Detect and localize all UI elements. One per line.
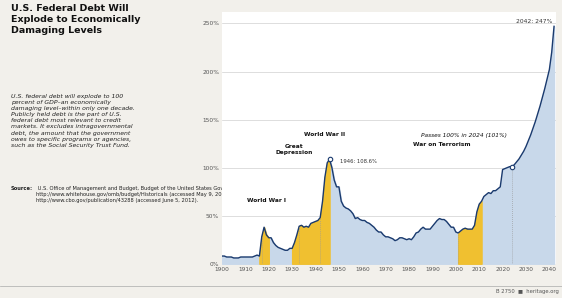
Text: World War II: World War II <box>304 132 346 137</box>
Text: Passes 100% in 2024 (101%): Passes 100% in 2024 (101%) <box>422 133 507 138</box>
Text: U.S. Federal Debt Will
Explode to Economically
Damaging Levels: U.S. Federal Debt Will Explode to Econom… <box>11 4 141 35</box>
Text: World War I: World War I <box>247 198 285 203</box>
Text: U.S. Office of Management and Budget, Budget of the United States Government, Fi: U.S. Office of Management and Budget, Bu… <box>37 186 511 203</box>
Text: Great
Depression: Great Depression <box>276 144 313 155</box>
Text: War on Terrorism: War on Terrorism <box>413 142 470 148</box>
Text: B 2750  ■  heritage.org: B 2750 ■ heritage.org <box>496 289 559 294</box>
Text: 1946: 108.6%: 1946: 108.6% <box>340 159 377 164</box>
Text: Source:: Source: <box>11 186 33 191</box>
Text: U.S. federal debt will explode to 100
percent of GDP–an economically
damaging le: U.S. federal debt will explode to 100 pe… <box>11 94 135 148</box>
Text: 2042: 247%: 2042: 247% <box>516 19 553 24</box>
